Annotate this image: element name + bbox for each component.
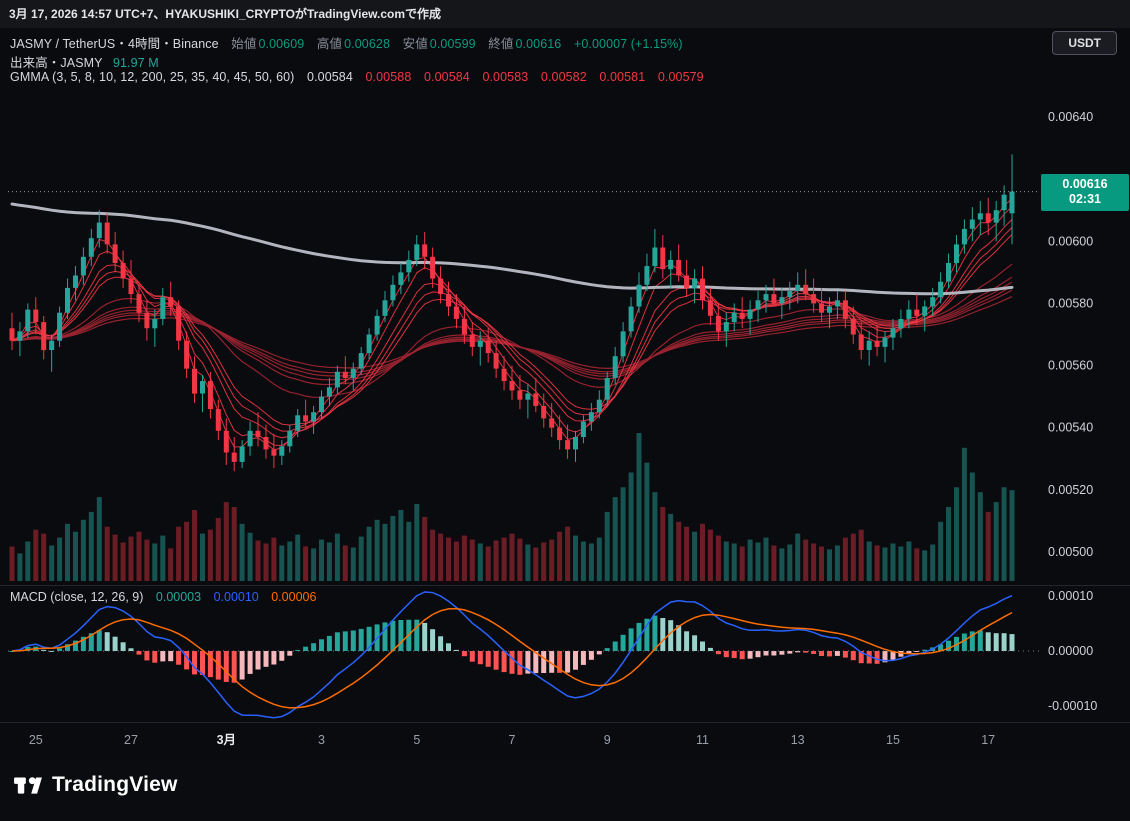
open-label: 始値 (231, 37, 257, 51)
macd-hist-value: 0.00003 (155, 590, 202, 604)
gmma-value-2: 0.00584 (423, 70, 470, 84)
svg-text:25: 25 (29, 733, 43, 747)
macd-line-value: 0.00010 (213, 590, 259, 604)
tradingview-wordmark: TradingView (52, 773, 178, 796)
svg-text:0.00580: 0.00580 (1048, 296, 1093, 310)
attribution-bar: 3月 17, 2026 14:57 UTC+7、HYAKUSHIKI_CRYPT… (0, 0, 1130, 28)
macd-params: (close, 12, 26, 9) (50, 590, 144, 604)
macd-title[interactable]: MACD (10, 590, 47, 604)
candle-countdown: 02:31 (1069, 191, 1101, 206)
open-value: 0.00609 (258, 37, 305, 51)
gmma-legend[interactable]: GMMA (3, 5, 8, 10, 12, 200, 25, 35, 40, … (10, 70, 704, 84)
gmma-value-6: 0.00579 (657, 70, 704, 84)
svg-text:7: 7 (509, 733, 516, 747)
currency-toggle-button[interactable]: USDT (1052, 31, 1117, 55)
gmma-value-5: 0.00581 (599, 70, 646, 84)
candlesticks (9, 154, 1015, 472)
svg-text:0.00000: 0.00000 (1048, 644, 1093, 658)
svg-text:3月: 3月 (217, 733, 236, 747)
chart-canvas[interactable]: 0.006400.006200.006000.005800.005600.005… (0, 28, 1130, 761)
high-value: 0.00628 (344, 37, 391, 51)
volume-label[interactable]: 出来高・JASMY (10, 56, 103, 70)
attribution-text: 3月 17, 2026 14:57 UTC+7、HYAKUSHIKI_CRYPT… (9, 7, 442, 21)
gmma-value-4: 0.00582 (540, 70, 587, 84)
svg-text:11: 11 (696, 733, 709, 747)
svg-text:0.00520: 0.00520 (1048, 483, 1093, 497)
svg-text:5: 5 (413, 733, 420, 747)
time-axis[interactable]: 25 27 3月 3 5 7 9 11 13 15 17 (29, 733, 995, 747)
gmma-value-3: 0.00583 (482, 70, 529, 84)
macd-lines (11, 591, 1013, 719)
symbol-legend[interactable]: JASMY / TetherUS・4時間・Binance 始値 0.00609 高… (10, 33, 683, 52)
svg-text:3: 3 (318, 733, 325, 747)
svg-text:13: 13 (791, 733, 805, 747)
low-value: 0.00599 (429, 37, 476, 51)
svg-text:0.00600: 0.00600 (1048, 234, 1093, 248)
svg-text:17: 17 (981, 733, 995, 747)
macd-signal-value: 0.00006 (271, 590, 317, 604)
svg-text:15: 15 (886, 733, 900, 747)
svg-text:0.00560: 0.00560 (1048, 359, 1093, 373)
close-value: 0.00616 (515, 37, 562, 51)
volume-bars (9, 433, 1015, 581)
low-label: 安値 (402, 37, 428, 51)
tradingview-logo-icon (14, 777, 42, 794)
volume-legend[interactable]: 出来高・JASMY 91.97 M (10, 52, 159, 71)
footer-bar: TradingView (0, 760, 1130, 821)
gmma-value-0: 0.00584 (307, 70, 353, 84)
close-label: 終値 (488, 37, 514, 51)
high-label: 高値 (316, 37, 343, 51)
change-value: +0.00007 (+1.15%) (573, 37, 683, 51)
svg-text:0.00010: 0.00010 (1048, 589, 1093, 603)
macd-axis[interactable]: 0.00010 0.00000 -0.00010 (1048, 589, 1097, 713)
ema200-line (10, 202, 1014, 296)
svg-text:0.00540: 0.00540 (1048, 421, 1093, 435)
svg-text:-0.00010: -0.00010 (1048, 699, 1097, 713)
tradingview-brand[interactable]: TradingView (13, 770, 178, 800)
svg-text:27: 27 (124, 733, 138, 747)
volume-value: 91.97 M (112, 56, 159, 70)
svg-text:0.00500: 0.00500 (1048, 545, 1093, 559)
macd-legend[interactable]: MACD (close, 12, 26, 9) 0.00003 0.00010 … (10, 590, 316, 604)
last-price-badge[interactable]: 0.00616 02:31 (1041, 173, 1129, 211)
svg-text:0.00640: 0.00640 (1048, 110, 1093, 124)
svg-text:9: 9 (604, 733, 611, 747)
gmma-value-1: 0.00588 (365, 70, 412, 84)
gmma-label[interactable]: GMMA (3, 5, 8, 10, 12, 200, 25, 35, 40, … (10, 70, 295, 84)
symbol-title[interactable]: JASMY / TetherUS・4時間・Binance (10, 37, 219, 51)
macd-histogram (9, 615, 1015, 683)
last-price-value: 0.00616 (1062, 176, 1108, 191)
